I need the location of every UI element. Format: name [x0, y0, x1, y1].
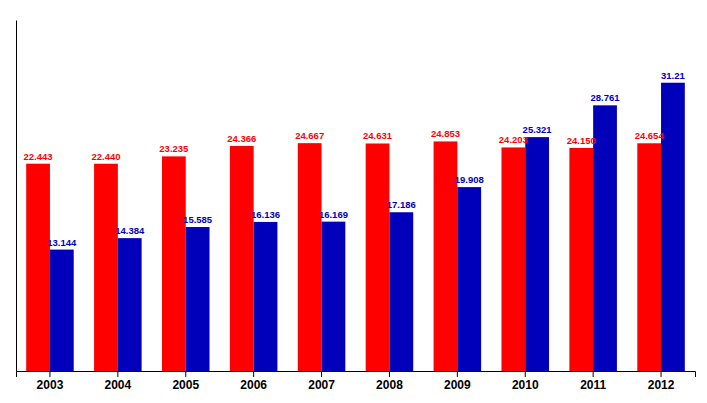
x-tick-label: 2006: [240, 378, 267, 392]
x-tick-label: 2007: [308, 378, 335, 392]
series: [50, 83, 685, 371]
x-tick-label: 2010: [512, 378, 539, 392]
bar: [254, 222, 278, 371]
data-label: 22.443: [24, 151, 53, 162]
bar: [389, 212, 413, 371]
bar: [569, 148, 593, 371]
data-label: 24.203: [499, 134, 528, 145]
bar: [501, 147, 525, 371]
x-tick: 2004: [104, 371, 131, 392]
x-tick: 2007: [308, 371, 335, 392]
data-label: 24.366: [227, 133, 256, 144]
x-tick: 2011: [580, 371, 606, 392]
data-label: 22.440: [91, 151, 120, 162]
x-axis: 2003 2004 2005 2006 2007 2008 2009 2010 2011 2012: [17, 371, 696, 392]
bar: [322, 222, 346, 371]
data-label: 24.667: [295, 130, 324, 141]
data-labels: 22.443 22.440 23.235 24.366 24.667 24.631 24.8…: [24, 70, 686, 248]
bar: [298, 143, 322, 371]
x-tick-label: 2011: [580, 378, 606, 392]
x-tick: 2012: [648, 371, 675, 392]
bar: [661, 83, 685, 371]
data-label: 15.585: [183, 214, 213, 225]
bar: [230, 146, 254, 371]
chart: 22.443 22.440 23.235 24.366 24.667 24.631 24.8…: [0, 0, 707, 403]
series: [26, 141, 661, 371]
x-tick-label: 2008: [376, 378, 403, 392]
x-tick: 2008: [376, 371, 403, 392]
data-label: 16.136: [251, 209, 280, 220]
bar: [94, 164, 118, 371]
bar: [366, 143, 390, 371]
data-label: 25.321: [523, 124, 553, 135]
x-axis-line: [17, 372, 696, 378]
x-tick-mark: [661, 371, 662, 377]
plot: 22.443 22.440 23.235 24.366 24.667 24.631 24.8…: [17, 21, 696, 392]
x-tick: 2006: [240, 371, 267, 392]
data-label: 31.21: [661, 70, 685, 81]
bar: [26, 164, 50, 371]
bar: [50, 250, 74, 371]
y-axis: [16, 21, 17, 372]
data-label: 17.186: [387, 199, 416, 210]
y-axis-line: [16, 21, 17, 372]
x-tick-label: 2009: [444, 378, 471, 392]
x-tick-mark: [185, 371, 186, 377]
x-tick-mark: [253, 371, 254, 377]
x-tick: 2010: [512, 371, 539, 392]
x-tick-mark: [593, 371, 594, 377]
x-tick: 2009: [444, 371, 471, 392]
x-tick: 2003: [37, 371, 64, 392]
data-label: 19.908: [455, 174, 484, 185]
data-label: 24.654: [635, 130, 665, 141]
bar: [593, 105, 617, 371]
x-tick-mark: [389, 371, 390, 377]
x-tick-label: 2003: [37, 378, 64, 392]
bar: [457, 187, 481, 371]
x-tick-label: 2004: [104, 378, 131, 392]
x-tick-mark: [117, 371, 118, 377]
data-label: 28.761: [591, 92, 621, 103]
data-label: 14.384: [115, 225, 145, 236]
bars: [26, 83, 685, 371]
data-label: 24.631: [363, 130, 393, 141]
x-tick-mark: [525, 371, 526, 377]
data-label: 16.169: [319, 209, 348, 220]
data-label: 24.853: [431, 128, 460, 139]
x-tick-mark: [49, 371, 50, 377]
bar: [525, 137, 549, 371]
x-tick-mark: [457, 371, 458, 377]
bar: [637, 143, 661, 371]
bar: [118, 238, 142, 371]
x-tick-label: 2012: [648, 378, 675, 392]
data-label: 24.150: [567, 135, 596, 146]
bar: [186, 227, 210, 371]
bar: [162, 156, 186, 371]
data-label: 23.235: [159, 143, 189, 154]
x-tick-mark: [321, 371, 322, 377]
x-tick: 2005: [172, 371, 199, 392]
x-tick-label: 2005: [172, 378, 199, 392]
data-label: 13.144: [47, 237, 77, 248]
